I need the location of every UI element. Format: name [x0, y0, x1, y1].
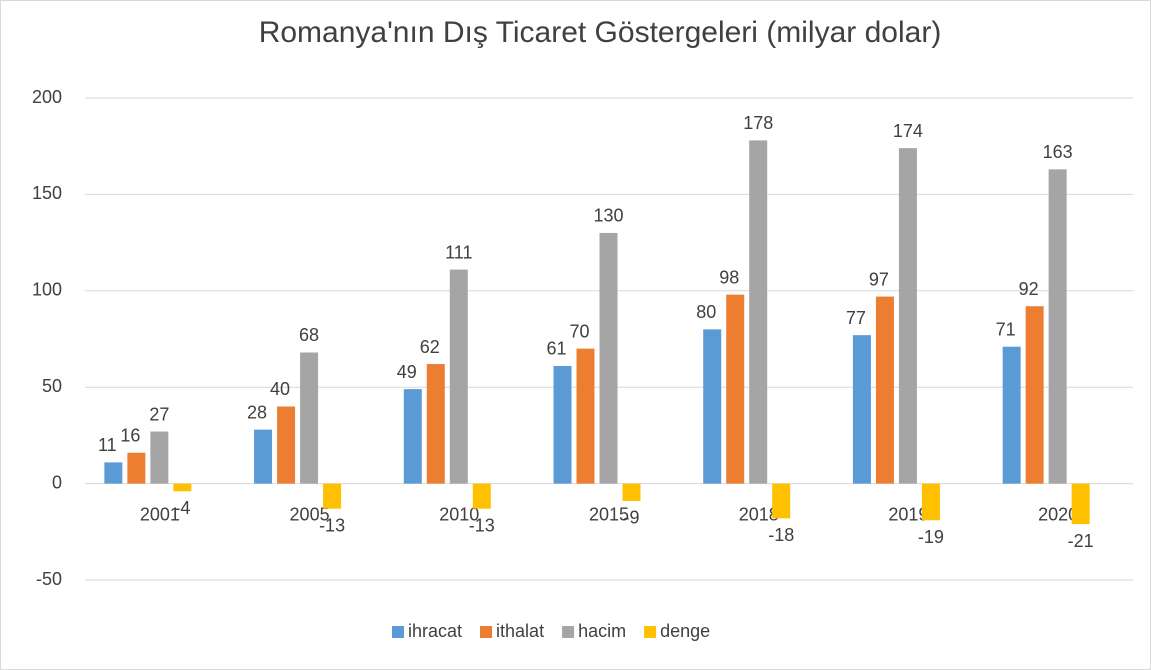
data-label: -13 [319, 515, 345, 535]
bar [254, 429, 273, 484]
y-tick-label: -50 [36, 569, 62, 589]
data-label: 62 [420, 337, 440, 357]
y-tick-label: 150 [32, 183, 62, 203]
data-label: 40 [270, 379, 290, 399]
bar [1002, 346, 1021, 484]
bar [726, 294, 745, 484]
bar [599, 232, 618, 484]
bar [921, 483, 940, 521]
bar [104, 462, 123, 484]
legend-swatch [644, 626, 657, 638]
bar [472, 483, 491, 509]
data-label: 163 [1043, 142, 1073, 162]
data-label: 77 [846, 308, 866, 328]
legend-label: hacim [578, 621, 626, 641]
data-label: 49 [397, 362, 417, 382]
y-tick-label: 200 [32, 87, 62, 107]
data-label: 16 [120, 426, 140, 446]
x-tick-label: 2015 [589, 504, 629, 524]
bar [749, 140, 768, 484]
x-tick-label: 2001 [140, 504, 180, 524]
bar [703, 329, 722, 484]
legend-swatch [392, 626, 404, 638]
data-label: -19 [918, 527, 944, 547]
x-tick-label: 2010 [439, 504, 479, 524]
bar [898, 148, 917, 484]
data-label: -13 [469, 515, 495, 535]
chart-title: Romanya'nın Dış Ticaret Göstergeleri (mi… [259, 16, 942, 49]
data-label: 68 [299, 325, 319, 345]
bar [300, 352, 319, 484]
x-tick-label: 2019 [888, 504, 928, 524]
legend-label: denge [660, 621, 710, 641]
bar [1071, 483, 1090, 525]
data-label: -9 [623, 508, 639, 528]
bar [173, 483, 192, 492]
y-tick-label: 100 [32, 280, 62, 300]
bar [127, 452, 146, 484]
data-label: 178 [743, 113, 773, 133]
data-label: 130 [593, 206, 623, 226]
data-label: 92 [1019, 279, 1039, 299]
legend-swatch [480, 626, 493, 638]
y-tick-label: 0 [52, 472, 62, 492]
x-tick-label: 2020 [1038, 504, 1078, 524]
bar [852, 335, 871, 484]
x-tick-label: 2018 [739, 504, 779, 524]
data-label: 11 [98, 435, 117, 455]
bar [1025, 306, 1044, 484]
bar [772, 483, 791, 519]
bar [150, 431, 169, 484]
data-label: 111 [445, 242, 472, 262]
data-label: -18 [768, 525, 794, 545]
legend-swatch [562, 626, 575, 638]
bar [875, 296, 894, 484]
data-label: 61 [546, 339, 566, 359]
data-label: 71 [996, 319, 1016, 339]
data-label: -21 [1068, 531, 1094, 551]
y-tick-label: 50 [42, 376, 62, 396]
legend-label: ihracat [408, 621, 462, 641]
bar [403, 389, 422, 484]
bar [622, 483, 641, 501]
data-label: 27 [149, 404, 169, 424]
data-label: 70 [569, 321, 589, 341]
data-label: 28 [247, 402, 267, 422]
data-label: 80 [696, 302, 716, 322]
bar [553, 365, 572, 484]
bar [1048, 169, 1067, 484]
bar [576, 348, 595, 484]
bar [426, 364, 445, 484]
data-label: 97 [869, 269, 889, 289]
data-label: 98 [719, 267, 739, 287]
bar [323, 483, 342, 509]
legend-label: ithalat [496, 621, 544, 641]
data-label: -4 [174, 498, 190, 518]
x-tick-label: 2005 [290, 504, 330, 524]
data-label: 174 [893, 121, 923, 141]
bar [277, 406, 296, 484]
bar [449, 269, 468, 484]
